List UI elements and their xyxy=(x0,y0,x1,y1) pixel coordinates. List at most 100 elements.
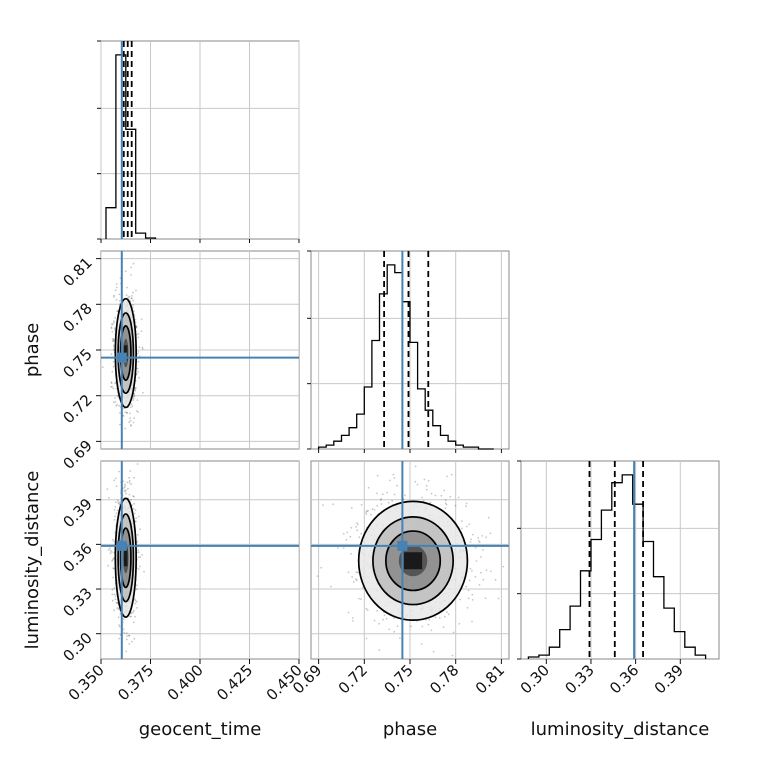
sample-point xyxy=(136,353,139,355)
x-tick-label: 0.425 xyxy=(213,661,256,704)
sample-point xyxy=(129,406,132,409)
sample-point xyxy=(125,650,128,653)
sample-point xyxy=(130,274,132,276)
sample-point xyxy=(444,502,447,505)
sample-point xyxy=(113,609,115,612)
sample-point xyxy=(113,327,116,330)
sample-point xyxy=(130,425,133,427)
sample-point xyxy=(484,597,487,600)
sample-point xyxy=(360,598,362,600)
sample-point xyxy=(139,556,142,558)
sample-point xyxy=(320,566,323,569)
sample-point xyxy=(129,419,132,422)
sample-point xyxy=(113,294,115,297)
sample-point xyxy=(124,270,127,273)
sample-point xyxy=(137,360,140,363)
histogram-step-geocent_time xyxy=(105,54,157,239)
hist-panel-phase xyxy=(307,250,510,450)
sample-point xyxy=(425,488,428,491)
sample-point xyxy=(118,404,121,407)
sample-point xyxy=(137,411,139,413)
sample-point xyxy=(443,489,446,492)
sample-point xyxy=(128,295,131,298)
sample-point xyxy=(485,569,488,571)
sample-point xyxy=(124,427,126,430)
sample-point xyxy=(111,551,113,553)
sample-point xyxy=(130,612,133,614)
sample-point xyxy=(365,513,368,515)
x-axis-title-luminosity_distance: luminosity_distance xyxy=(531,719,710,740)
sample-point xyxy=(133,495,135,498)
sample-point xyxy=(135,588,138,591)
sample-point xyxy=(386,491,388,494)
sample-point xyxy=(383,614,386,617)
y-tick-label: 0.33 xyxy=(59,584,95,620)
sample-point xyxy=(350,552,352,555)
sample-point xyxy=(119,612,122,615)
sample-point xyxy=(470,538,473,541)
sample-point xyxy=(130,297,133,299)
sample-point xyxy=(111,331,114,333)
contour-line xyxy=(357,500,469,621)
sample-point xyxy=(128,643,131,645)
sample-point xyxy=(132,421,135,424)
sample-point xyxy=(378,622,380,625)
sample-point xyxy=(113,593,116,596)
sample-point xyxy=(113,296,115,298)
sample-point xyxy=(111,323,114,326)
density-panel-geocent_time-luminosity_distance xyxy=(100,460,300,660)
sample-point xyxy=(489,570,492,573)
sample-point xyxy=(128,412,131,415)
sample-point xyxy=(366,609,369,611)
sample-point xyxy=(346,531,349,534)
sample-point xyxy=(113,479,116,482)
sample-point xyxy=(465,585,468,588)
sample-point xyxy=(134,602,137,605)
sample-point xyxy=(129,615,132,618)
sample-point xyxy=(389,479,391,482)
sample-point xyxy=(469,567,472,570)
sample-point xyxy=(467,589,470,592)
sample-point xyxy=(137,332,140,335)
sample-point xyxy=(113,567,115,570)
y-tick-label: 0.75 xyxy=(59,345,95,381)
sample-point xyxy=(138,346,141,349)
sample-point xyxy=(135,410,138,412)
sample-point xyxy=(457,496,460,499)
sample-point xyxy=(425,485,428,487)
sample-point xyxy=(487,516,490,519)
sample-point xyxy=(485,536,487,539)
x-tick-label: 0.81 xyxy=(472,661,508,697)
x-tick-label: 0.400 xyxy=(164,661,207,704)
sample-point xyxy=(118,503,121,506)
sample-point xyxy=(111,538,114,541)
sample-point xyxy=(132,399,135,401)
sample-point xyxy=(482,578,485,581)
sample-point xyxy=(114,382,116,385)
sample-point xyxy=(124,485,126,487)
sample-point xyxy=(376,474,379,477)
sample-point xyxy=(458,622,461,625)
sample-point xyxy=(115,286,118,289)
contour-line xyxy=(114,297,137,409)
sample-point xyxy=(137,350,140,353)
sample-point xyxy=(430,629,433,632)
sample-point xyxy=(480,556,482,558)
sample-point xyxy=(423,478,426,481)
x-tick-label: 0.36 xyxy=(606,661,642,697)
sample-point xyxy=(136,399,139,401)
sample-point xyxy=(471,533,474,536)
sample-point xyxy=(438,617,441,619)
sample-point xyxy=(132,304,134,307)
sample-point xyxy=(429,501,432,504)
sample-point xyxy=(373,619,376,622)
sample-point xyxy=(109,549,112,552)
sample-point xyxy=(471,569,473,572)
y-axis-title-luminosity_distance: luminosity_distance xyxy=(22,471,43,650)
sample-point xyxy=(358,597,360,600)
sample-point xyxy=(126,411,128,414)
sample-point xyxy=(497,597,500,600)
sample-point xyxy=(489,532,492,535)
sample-point xyxy=(350,506,353,509)
sample-point xyxy=(451,654,454,657)
